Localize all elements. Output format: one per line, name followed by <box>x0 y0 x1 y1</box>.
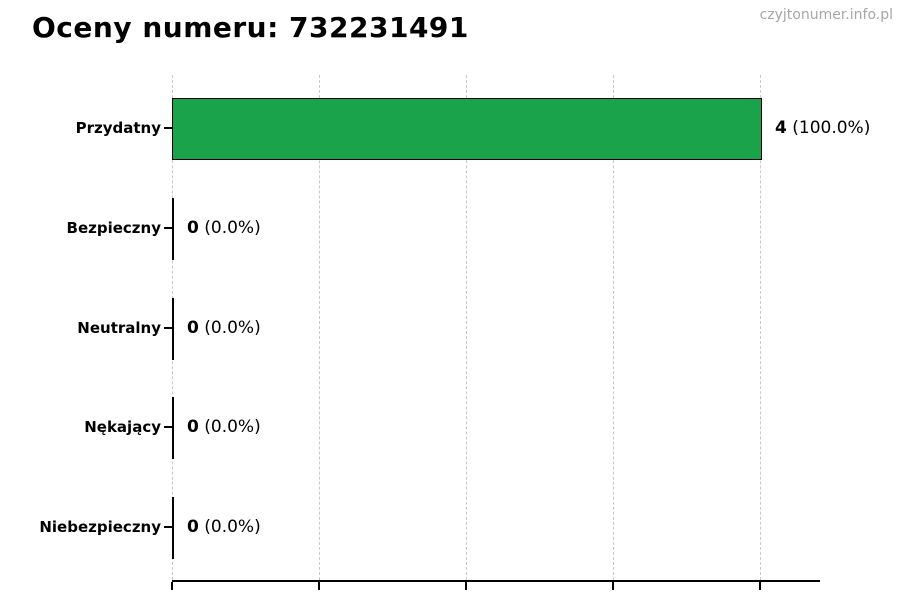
gridline-x-4 <box>760 75 761 580</box>
category-label-0: Przydatny <box>75 119 161 137</box>
value-label-2: 0 (0.0%) <box>187 316 261 340</box>
category-label-2: Neutralny <box>77 319 161 337</box>
x-axis-tick-3 <box>612 582 614 590</box>
value-count-2: 0 <box>187 318 199 338</box>
category-label-3: Nękający <box>84 418 161 436</box>
bar-1 <box>172 198 174 260</box>
value-percent-4: (0.0%) <box>204 517 261 537</box>
bar-0 <box>172 98 762 160</box>
value-count-1: 0 <box>187 218 199 238</box>
x-axis-tick-0 <box>171 582 173 590</box>
bar-3 <box>172 397 174 459</box>
category-label-4: Niebezpieczny <box>39 518 161 536</box>
value-count-4: 0 <box>187 517 199 537</box>
category-label-1: Bezpieczny <box>66 219 161 237</box>
value-label-3: 0 (0.0%) <box>187 415 261 439</box>
x-axis-tick-2 <box>465 582 467 590</box>
value-label-4: 0 (0.0%) <box>187 515 261 539</box>
gridline-x-3 <box>613 75 614 580</box>
y-axis-tick-0 <box>164 127 172 129</box>
y-axis-tick-2 <box>164 327 172 329</box>
y-axis-tick-1 <box>164 227 172 229</box>
value-label-0: 4 (100.0%) <box>775 116 870 140</box>
value-percent-2: (0.0%) <box>204 318 261 338</box>
gridline-x-1 <box>319 75 320 580</box>
y-axis-tick-4 <box>164 526 172 528</box>
watermark-text: czyjtonumer.info.pl <box>759 7 893 23</box>
y-axis-tick-3 <box>164 426 172 428</box>
value-percent-3: (0.0%) <box>204 417 261 437</box>
value-count-0: 4 <box>775 118 787 138</box>
value-percent-1: (0.0%) <box>204 218 261 238</box>
x-axis-tick-4 <box>759 582 761 590</box>
bar-4 <box>172 497 174 559</box>
value-count-3: 0 <box>187 417 199 437</box>
value-percent-0: (100.0%) <box>792 118 871 138</box>
bar-2 <box>172 298 174 360</box>
chart-title: Oceny numeru: 732231491 <box>32 11 469 44</box>
value-label-1: 0 (0.0%) <box>187 216 261 240</box>
x-axis-tick-1 <box>318 582 320 590</box>
gridline-x-2 <box>466 75 467 580</box>
